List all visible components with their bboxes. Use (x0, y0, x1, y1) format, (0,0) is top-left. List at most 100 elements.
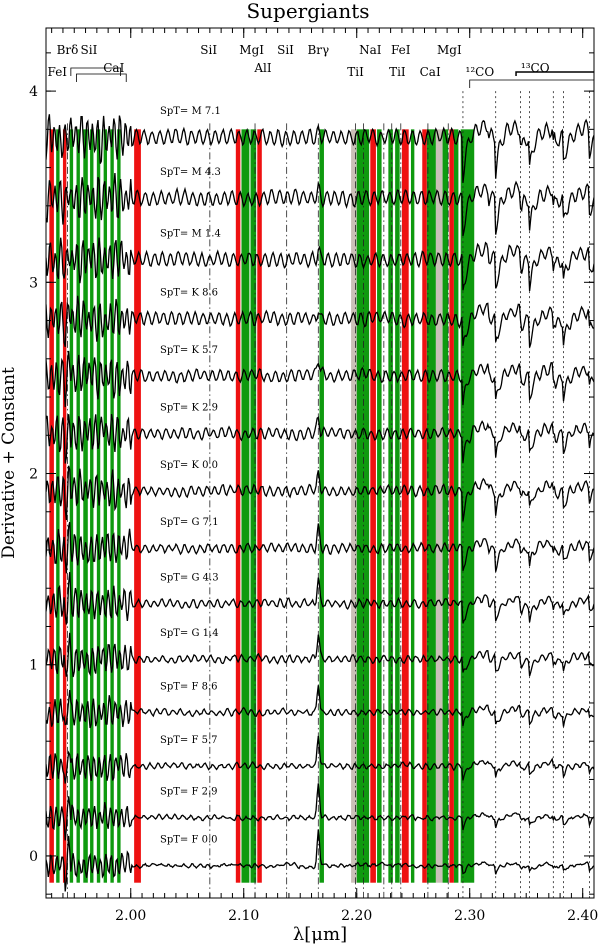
spectrum-line (46, 413, 594, 464)
green-band (453, 129, 459, 883)
line-id-label: FeI (391, 43, 411, 57)
spectrum-line (46, 350, 594, 408)
plot-frame (45, 27, 595, 899)
green-band (460, 129, 475, 883)
green-band (117, 129, 121, 883)
line-group-bracket (76, 73, 127, 82)
x-tick-label: 2.40 (567, 908, 598, 924)
spectral-type-labels: SpT= F 0.0 SpT= F 2.9 SpT= F 5.7 SpT= F 8.6… (160, 106, 221, 846)
red-band (257, 129, 262, 883)
spectral-type-label: SpT= M 4.3 (160, 167, 221, 178)
spectrum-line (46, 735, 594, 784)
green-band (69, 129, 74, 883)
spectral-type-label: SpT= K 8.6 (160, 288, 218, 299)
spectral-type-label: SpT= F 2.9 (160, 787, 218, 798)
green-band (241, 129, 250, 883)
green-band (103, 129, 108, 883)
green-band (90, 129, 94, 883)
green-band (83, 129, 88, 883)
spectrum-line (46, 783, 594, 841)
spectrum-line (46, 685, 594, 729)
chart-title: Supergiants (246, 0, 369, 23)
green-band (442, 129, 449, 883)
spectrum-line (46, 237, 594, 292)
red-band (235, 129, 241, 883)
spectral-type-label: SpT= F 8.6 (160, 682, 218, 693)
co13-bracket (515, 71, 594, 76)
line-id-label: SiI (81, 43, 98, 57)
green-band (76, 129, 80, 883)
green-band (96, 129, 101, 883)
y-axis-label: Derivative + Constant (0, 367, 19, 559)
x-tick-label: 2.20 (341, 908, 372, 924)
line-id-label: TiI (347, 65, 364, 79)
green-band (250, 129, 257, 883)
green-band (388, 129, 393, 883)
co12-bracket (469, 79, 594, 88)
line-bands (49, 129, 475, 883)
line-id-label: ¹³CO (521, 61, 550, 75)
red-band (449, 129, 454, 883)
y-tick-label: 4 (29, 84, 38, 100)
red-band (134, 129, 141, 883)
red-band (370, 129, 376, 883)
green-band (395, 129, 400, 883)
line-id-label: Brγ (307, 43, 329, 57)
y-tick-label: 0 (29, 849, 38, 865)
spectrum-line (46, 521, 594, 574)
spectral-type-label: SpT= M 1.4 (160, 228, 221, 239)
spectral-type-label: SpT= G 1.4 (160, 628, 219, 639)
spectral-type-label: SpT= G 4.3 (160, 573, 219, 584)
red-band (401, 129, 409, 883)
green-band (319, 129, 324, 883)
green-band (56, 129, 60, 883)
line-id-label: AlI (253, 61, 272, 75)
spectrum-line (46, 829, 594, 892)
line-id-label: NaI (359, 43, 382, 57)
spectral-type-label: SpT= K 2.9 (160, 402, 218, 413)
spectral-type-label: SpT= M 7.1 (160, 106, 221, 117)
green-band (410, 129, 415, 883)
line-id-label: TiI (389, 65, 406, 79)
green-band (110, 129, 114, 883)
gray-band (351, 129, 357, 883)
x-tick-label: 2.00 (115, 908, 146, 924)
line-id-label: MgI (239, 43, 264, 57)
axes: 2.00 2.10 2.20 2.30 2.40 0 1 2 3 4 (29, 28, 598, 924)
spectrum-line (46, 295, 594, 348)
spectrum-line (46, 632, 594, 678)
spectrum-line (46, 172, 594, 237)
line-id-label: Brδ (57, 43, 79, 57)
y-tick-label: 2 (29, 467, 38, 483)
spectral-type-label: SpT= F 5.7 (160, 735, 218, 746)
green-band (356, 129, 370, 883)
line-id-label: SiI (277, 43, 294, 57)
line-markers (67, 91, 590, 898)
line-id-label: SiI (200, 43, 217, 57)
spectra-group (46, 114, 594, 892)
line-group-bracket (70, 67, 121, 76)
y-tick-label: 1 (29, 658, 38, 674)
line-id-label: CaI (420, 65, 441, 79)
x-axis-label: λ[μm] (293, 924, 347, 945)
line-id-label: MgI (437, 43, 462, 57)
gray-band (435, 129, 443, 883)
green-band (426, 129, 436, 883)
green-band (377, 129, 382, 883)
red-band (49, 129, 54, 883)
spectral-type-label: SpT= F 0.0 (160, 835, 218, 846)
x-tick-label: 2.30 (454, 908, 485, 924)
spectrum-line (46, 571, 594, 625)
spectral-type-label: SpT= G 7.1 (160, 517, 219, 528)
spectrum-line (46, 465, 594, 522)
x-tick-label: 2.10 (228, 908, 259, 924)
red-band (422, 129, 427, 883)
spectral-type-label: SpT= K 5.7 (160, 345, 218, 356)
spectrum-line (46, 114, 594, 183)
line-id-label: ¹²CO (466, 65, 495, 79)
spectral-type-label: SpT= K 0.0 (160, 460, 218, 471)
y-tick-label: 3 (29, 275, 38, 291)
line-id-label: FeI (48, 65, 68, 79)
